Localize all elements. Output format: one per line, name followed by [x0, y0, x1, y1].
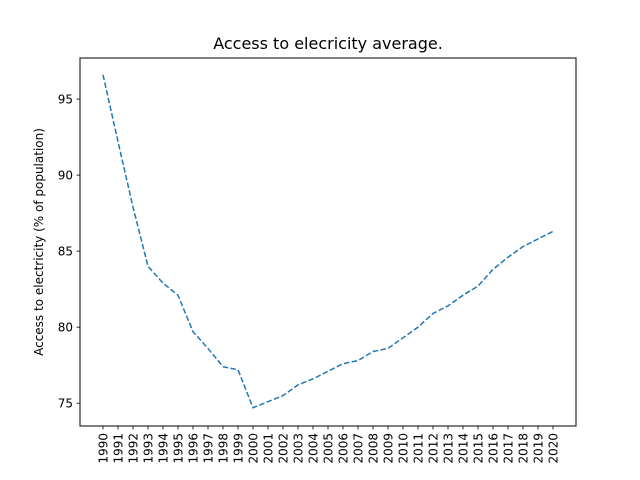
x-tick-label: 1996	[187, 433, 201, 464]
x-tick-label: 2010	[397, 433, 411, 464]
x-tick-label: 2008	[367, 433, 381, 464]
x-tick-label: 2019	[532, 433, 546, 464]
x-tick-label: 2012	[427, 433, 441, 464]
x-tick-label: 2016	[487, 433, 501, 464]
x-tick-label: 2017	[502, 433, 516, 464]
chart-title: Access to elecricity average.	[213, 34, 443, 53]
x-tick-label: 2011	[412, 433, 426, 464]
x-tick-label: 1990	[97, 433, 111, 464]
x-tick-label: 2002	[277, 433, 291, 464]
x-tick-label: 1998	[217, 433, 231, 464]
x-axis: 1990 1991 1992 1993 1994 1995 1996 1997 1998 1999…	[97, 426, 561, 464]
x-tick-label: 2006	[337, 433, 351, 464]
x-tick-label: 1993	[142, 433, 156, 464]
x-tick-label: 1994	[157, 433, 171, 464]
x-tick-label: 2020	[547, 433, 561, 464]
y-tick-label: 80	[58, 321, 73, 335]
x-tick-label: 2004	[307, 433, 321, 464]
x-tick-label: 1997	[202, 433, 216, 464]
x-tick-label: 2000	[247, 433, 261, 464]
x-tick-label: 2001	[262, 433, 276, 464]
x-tick-label: 1999	[232, 433, 246, 464]
x-tick-label: 2014	[457, 433, 471, 464]
x-tick-label: 2009	[382, 433, 396, 464]
x-tick-label: 2005	[322, 433, 336, 464]
y-axis: 75 80 85 90 95	[58, 93, 80, 411]
x-tick-label: 2003	[292, 433, 306, 464]
y-tick-label: 95	[58, 93, 73, 107]
x-tick-label: 2007	[352, 433, 366, 464]
y-tick-label: 90	[58, 169, 73, 183]
x-tick-label: 2015	[472, 433, 486, 464]
y-tick-label: 75	[58, 397, 73, 411]
plot-area	[102, 74, 554, 409]
y-tick-label: 85	[58, 245, 73, 259]
series-line	[102, 74, 554, 409]
x-tick-label: 1992	[127, 433, 141, 464]
y-axis-label: Access to electricity (% of population)	[32, 128, 46, 356]
x-tick-label: 1991	[112, 433, 126, 464]
x-tick-label: 2013	[442, 433, 456, 464]
x-tick-label: 2018	[517, 433, 531, 464]
x-tick-label: 1995	[172, 433, 186, 464]
